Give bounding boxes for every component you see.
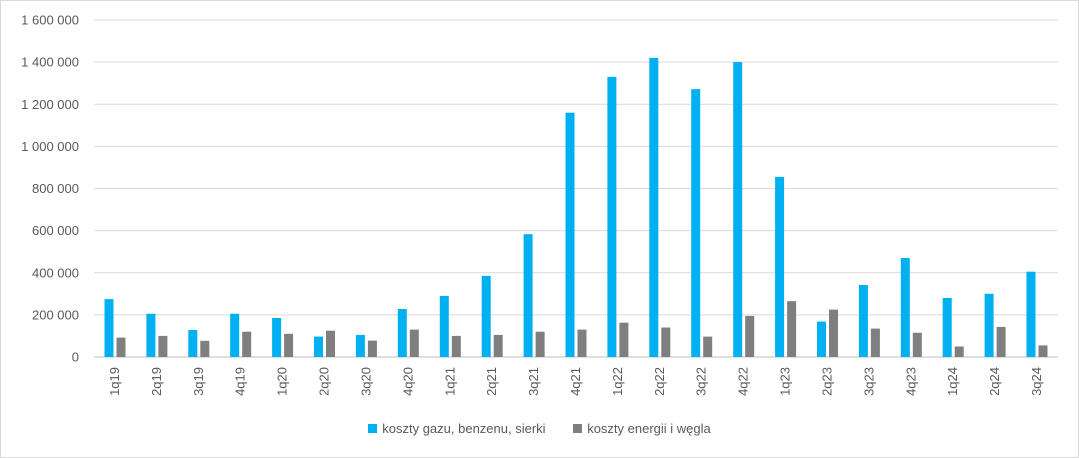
bar-gas-costs (355, 334, 365, 357)
bar-energy-costs (535, 331, 545, 357)
x-tick-label: 1q19 (107, 367, 122, 396)
x-tick-label: 1q20 (275, 367, 290, 396)
bar-gas-costs (607, 76, 617, 358)
bar-gas-costs (775, 176, 785, 357)
bar-energy-costs (409, 329, 419, 357)
bar-energy-costs (367, 340, 377, 357)
x-tick-label: 4q20 (400, 367, 415, 396)
y-axis-ticks: 0 200 000 400 000 600 000 800 000 1 000 000 1 … (21, 13, 79, 365)
bar-gas-costs (439, 295, 449, 357)
y-tick-label: 400 000 (32, 265, 79, 280)
bar-energy-costs (326, 330, 335, 357)
bar-gas-costs (146, 313, 156, 357)
x-tick-label: 1q21 (442, 367, 457, 396)
x-tick-label: 4q19 (233, 367, 248, 396)
bar-gas-costs (691, 89, 701, 357)
bar-gas-costs (942, 298, 952, 357)
y-tick-label: 1 600 000 (21, 13, 79, 28)
bar-energy-costs (242, 331, 252, 357)
x-axis-ticks: 1q19 2q19 3q19 4q19 1q20 2q20 3q20 4q20 1q21 2q21… (107, 367, 1044, 396)
y-tick-label: 1 400 000 (21, 55, 79, 70)
bar-gas-costs (104, 299, 114, 357)
legend-swatch-gas (368, 424, 378, 433)
bar-gas-costs (314, 336, 323, 357)
x-tick-label: 4q23 (903, 367, 918, 396)
bar-gas-costs (230, 313, 240, 357)
y-tick-label: 0 (72, 350, 79, 365)
bar-gas-costs (565, 112, 575, 357)
y-tick-label: 200 000 (32, 307, 79, 322)
bar-energy-costs (1038, 345, 1048, 357)
legend-item-gas: koszty gazu, benzenu, sierki (368, 421, 546, 436)
x-tick-label: 2q22 (652, 367, 667, 396)
x-tick-label: 2q20 (317, 367, 332, 396)
x-tick-label: 3q21 (526, 367, 541, 396)
bar-gas-costs (817, 321, 826, 357)
x-tick-label: 3q19 (191, 367, 206, 396)
x-tick-label: 3q22 (694, 367, 709, 396)
x-tick-label: 3q23 (861, 367, 876, 396)
bar-energy-costs (703, 336, 713, 357)
bar-gas-costs (188, 330, 198, 357)
bar-gas-costs (272, 318, 282, 357)
x-tick-label: 3q24 (1029, 367, 1044, 396)
gridlines (94, 19, 1058, 358)
bar-energy-costs (829, 309, 838, 357)
bar-energy-costs (158, 335, 168, 357)
bar-gas-costs (481, 275, 491, 357)
bar-energy-costs (912, 332, 922, 357)
x-tick-label: 3q20 (358, 367, 373, 396)
bar-gas-costs (1026, 271, 1036, 357)
y-tick-label: 1 200 000 (21, 97, 79, 112)
bar-energy-costs (116, 337, 126, 357)
bar-gas-costs (900, 258, 910, 357)
x-tick-label: 1q23 (778, 367, 793, 396)
bar-energy-costs (661, 327, 671, 357)
bar-energy-costs (954, 346, 964, 357)
bar-energy-costs (787, 301, 797, 357)
y-tick-label: 800 000 (32, 181, 79, 196)
bar-energy-costs (996, 326, 1006, 357)
bar-energy-costs (451, 335, 461, 357)
y-tick-label: 600 000 (32, 223, 79, 238)
bars (104, 57, 1048, 358)
x-tick-label: 2q19 (149, 367, 164, 396)
bar-energy-costs (200, 340, 210, 357)
legend-label-energy: koszty energii i węgla (587, 421, 711, 436)
x-tick-label: 2q21 (484, 367, 499, 396)
legend: koszty gazu, benzenu, sierki koszty ener… (0, 421, 1079, 436)
legend-swatch-energy (573, 424, 583, 433)
bar-gas-costs (984, 293, 994, 357)
bar-energy-costs (493, 334, 503, 357)
bar-gas-costs (858, 285, 868, 357)
x-tick-label: 2q24 (987, 367, 1002, 396)
bar-gas-costs (733, 62, 743, 357)
x-tick-label: 1q22 (610, 367, 625, 396)
bar-energy-costs (577, 329, 587, 357)
y-tick-label: 1 000 000 (21, 139, 79, 154)
legend-label-gas: koszty gazu, benzenu, sierki (382, 421, 546, 436)
bar-energy-costs (619, 322, 629, 357)
legend-item-energy: koszty energii i węgla (573, 421, 711, 436)
x-tick-label: 2q23 (819, 367, 834, 396)
bar-energy-costs (870, 328, 880, 357)
bar-gas-costs (523, 234, 533, 357)
bar-energy-costs (284, 333, 294, 357)
x-tick-label: 4q21 (568, 367, 583, 396)
x-tick-label: 1q24 (945, 367, 960, 396)
x-tick-label: 4q22 (736, 367, 751, 396)
bar-gas-costs (649, 57, 659, 358)
bar-gas-costs (397, 309, 407, 357)
bar-energy-costs (745, 315, 755, 357)
